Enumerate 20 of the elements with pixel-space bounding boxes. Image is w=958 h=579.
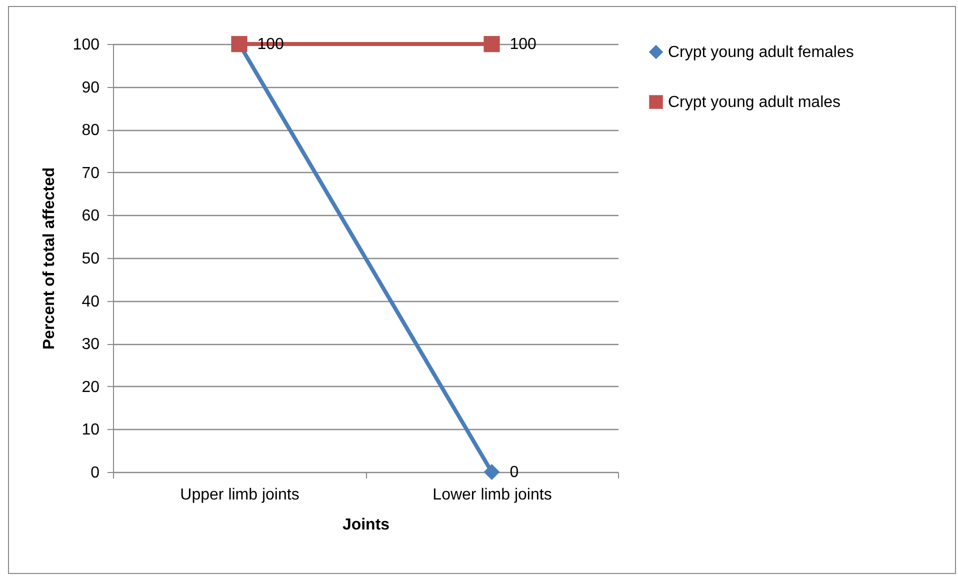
legend-label: Crypt young adult females xyxy=(668,44,854,61)
y-tick-label: 40 xyxy=(82,293,100,310)
y-tick-label: 20 xyxy=(82,378,100,396)
y-tick-label: 0 xyxy=(90,464,100,482)
legend-label: Crypt young adult males xyxy=(668,94,841,111)
y-tick-label: 80 xyxy=(82,122,100,140)
y-tick-label: 50 xyxy=(82,250,100,268)
y-tick-label: 60 xyxy=(82,208,100,225)
data-label: 100 xyxy=(257,36,284,53)
data-label: 0 xyxy=(510,464,519,481)
x-tick-label: Lower limb joints xyxy=(432,486,552,504)
x-axis-title: Joints xyxy=(342,516,390,534)
y-tick-label: 90 xyxy=(82,79,100,96)
y-tick-label: 70 xyxy=(82,164,100,182)
y-tick-label: 30 xyxy=(82,336,100,354)
y-tick-label: 100 xyxy=(72,36,100,54)
y-axis-title: Percent of total affected xyxy=(40,167,58,350)
y-tick-label: 10 xyxy=(82,422,100,439)
x-tick-label: Upper limb joints xyxy=(180,486,300,504)
data-label: 100 xyxy=(510,36,537,53)
